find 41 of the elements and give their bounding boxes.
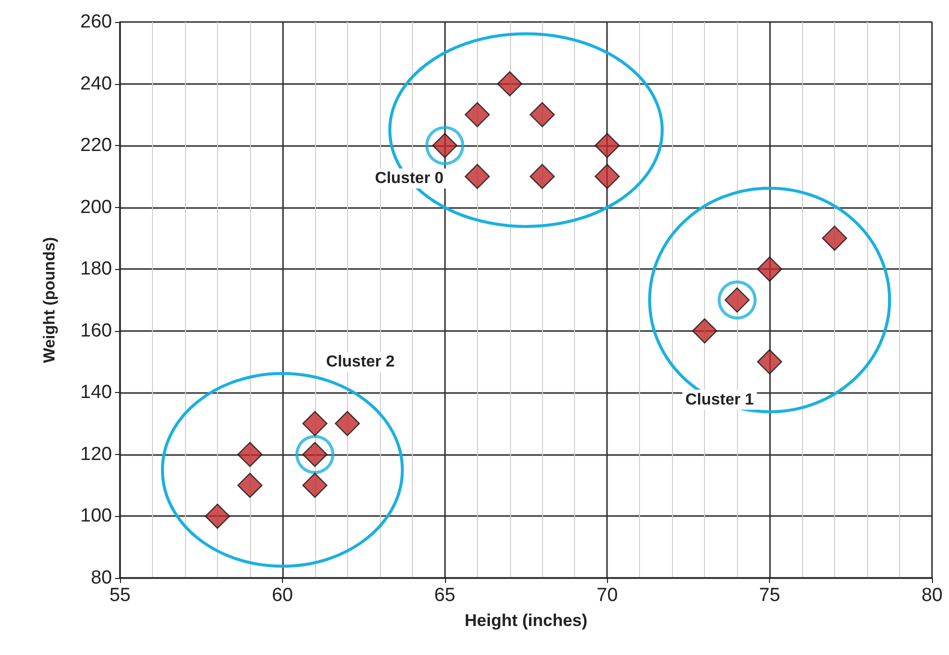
- y-tick-label: 220: [80, 135, 112, 156]
- point: [497, 71, 522, 96]
- point: [464, 164, 490, 190]
- point: [757, 349, 782, 374]
- x-tick-label: 65: [434, 585, 456, 606]
- point: [302, 410, 328, 436]
- y-tick-label: 240: [80, 73, 112, 94]
- point: [718, 280, 757, 320]
- y-tick-label: 100: [80, 506, 112, 527]
- y-tick-label: 200: [80, 196, 112, 218]
- point: [464, 102, 490, 128]
- point: [530, 102, 555, 128]
- point: [692, 318, 718, 344]
- text: Cluster 2: [326, 353, 395, 370]
- x-tick-label: 80: [921, 585, 943, 606]
- point: [237, 472, 263, 498]
- point: [757, 256, 782, 282]
- y-tick-label: 120: [80, 444, 112, 465]
- point: [594, 164, 620, 190]
- point: [334, 410, 360, 436]
- y-axis-title: Weight (pounds): [42, 237, 58, 363]
- point: [204, 504, 230, 529]
- x-tick-label: 70: [596, 585, 618, 606]
- point: [425, 126, 464, 166]
- point: [302, 472, 328, 498]
- point: [237, 442, 263, 468]
- point: [822, 226, 848, 251]
- x-axis-title: Height (inches): [464, 611, 588, 630]
- y-tick-label: 260: [80, 12, 112, 32]
- point: [594, 132, 620, 158]
- series-label: Cluster 0: [375, 170, 444, 187]
- x-tick-label: 75: [759, 585, 780, 606]
- point: [530, 164, 555, 190]
- y-tick-label: 80: [90, 568, 112, 588]
- x-tick-label: 60: [272, 585, 293, 606]
- point: [295, 434, 334, 474]
- series-label: Cluster 1: [685, 391, 754, 408]
- x-tick-label: 55: [109, 585, 131, 606]
- y-tick-label: 140: [80, 382, 112, 404]
- y-tick-label: 160: [80, 320, 112, 342]
- y-tick-label: 180: [80, 258, 112, 280]
